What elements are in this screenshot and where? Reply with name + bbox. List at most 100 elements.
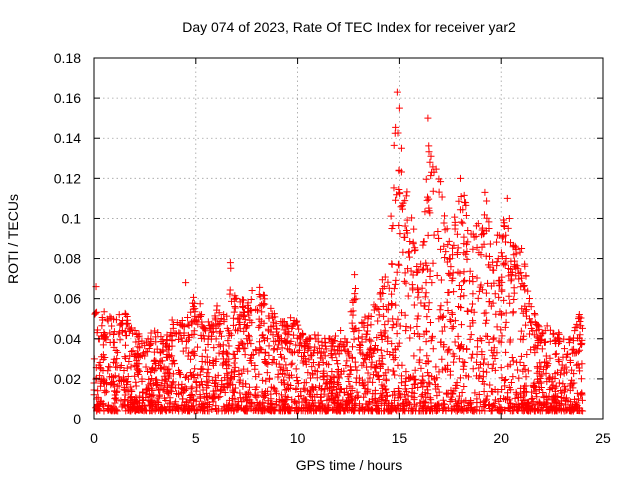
data-point — [517, 352, 525, 360]
data-point — [512, 272, 520, 280]
data-point-peak — [518, 245, 526, 253]
data-point — [555, 330, 563, 338]
data-point — [224, 337, 232, 345]
data-point — [109, 405, 117, 413]
data-point — [422, 261, 430, 269]
data-point — [436, 306, 444, 314]
data-point — [292, 405, 300, 413]
data-point — [337, 385, 345, 393]
data-point — [256, 399, 264, 407]
data-point — [191, 308, 199, 316]
data-point — [149, 380, 157, 388]
data-point — [219, 341, 227, 349]
data-point — [369, 390, 377, 398]
data-point — [184, 336, 192, 344]
data-point — [562, 363, 570, 371]
data-point — [457, 321, 465, 329]
data-point — [495, 337, 503, 345]
data-point — [288, 324, 296, 332]
data-point — [383, 392, 391, 400]
data-point — [453, 400, 461, 408]
data-point — [379, 384, 387, 392]
data-point — [490, 348, 498, 356]
data-point — [158, 403, 166, 411]
data-point — [230, 350, 238, 358]
data-point — [356, 400, 364, 408]
data-point-peak — [393, 88, 401, 96]
data-point — [258, 332, 266, 340]
data-point — [363, 351, 371, 359]
data-point — [348, 353, 356, 361]
data-point — [364, 321, 372, 329]
data-point — [487, 302, 495, 310]
data-point — [365, 407, 373, 415]
data-point — [100, 331, 108, 339]
data-point — [449, 269, 457, 277]
data-point — [125, 358, 133, 366]
data-point — [366, 336, 374, 344]
data-point — [483, 368, 491, 376]
data-point — [116, 321, 124, 329]
data-point — [388, 300, 396, 308]
data-point — [176, 370, 184, 378]
data-point — [550, 394, 558, 402]
data-point — [520, 282, 528, 290]
data-point — [480, 309, 488, 317]
data-point — [369, 349, 377, 357]
data-point — [383, 305, 391, 313]
data-point — [123, 313, 131, 321]
data-point — [113, 363, 121, 371]
data-point — [551, 375, 559, 383]
data-point — [138, 375, 146, 383]
data-point — [330, 398, 338, 406]
data-point — [553, 407, 561, 415]
data-point — [498, 385, 506, 393]
data-point — [401, 269, 409, 277]
data-point — [502, 375, 510, 383]
data-point — [456, 345, 464, 353]
data-point — [345, 352, 353, 360]
data-point — [514, 366, 522, 374]
data-point — [104, 401, 112, 409]
data-point — [448, 389, 456, 397]
data-point — [281, 329, 289, 337]
data-point — [274, 370, 282, 378]
data-point — [500, 395, 508, 403]
data-point — [466, 322, 474, 330]
data-point — [115, 330, 123, 338]
data-point — [135, 360, 143, 368]
data-point — [457, 218, 465, 226]
data-point — [451, 218, 459, 226]
data-point — [520, 332, 528, 340]
data-point — [521, 286, 529, 294]
data-point — [343, 357, 351, 365]
data-point — [405, 249, 413, 257]
data-point — [106, 329, 114, 337]
data-point — [530, 379, 538, 387]
data-point — [391, 129, 399, 137]
data-point — [175, 390, 183, 398]
data-point — [281, 338, 289, 346]
data-point — [367, 363, 375, 371]
data-point — [571, 327, 579, 335]
data-point — [261, 349, 269, 357]
data-point — [212, 355, 220, 363]
data-point-peak — [397, 144, 405, 152]
data-point — [539, 329, 547, 337]
data-point — [197, 331, 205, 339]
data-point — [448, 277, 456, 285]
data-point — [528, 395, 536, 403]
data-point — [190, 395, 198, 403]
data-point — [414, 268, 422, 276]
data-point — [541, 339, 549, 347]
data-point — [184, 313, 192, 321]
data-point — [141, 352, 149, 360]
grid — [94, 58, 603, 419]
data-point — [425, 305, 433, 313]
data-point — [455, 405, 463, 413]
data-point — [440, 242, 448, 250]
data-point — [101, 389, 109, 397]
data-point — [480, 387, 488, 395]
data-point — [202, 393, 210, 401]
data-point — [230, 295, 238, 303]
